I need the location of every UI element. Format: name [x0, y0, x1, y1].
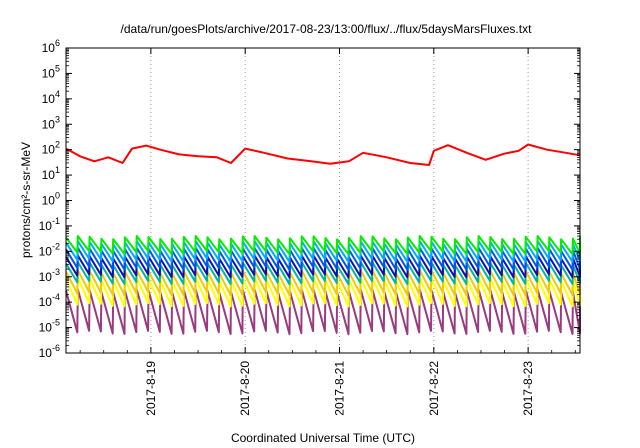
y-tick-label: 105: [42, 63, 60, 80]
y-tick-label: 104: [42, 89, 60, 106]
x-tick-label: 2017-8-21: [333, 361, 347, 416]
series-line: [65, 288, 581, 336]
series-layer: [65, 143, 581, 336]
series-line: [65, 143, 581, 166]
x-tick-label: 2017-8-20: [238, 361, 252, 416]
x-axis: 2017-8-19 2017-8-20 2017-8-21 2017-8-22 2017…: [79, 48, 576, 416]
x-tick-label: 2017-8-23: [521, 361, 535, 416]
chart-title: /data/run/goesPlots/archive/2017-08-23/1…: [121, 22, 533, 36]
y-tick-label: 10-1: [39, 216, 60, 233]
y-tick-label: 101: [42, 165, 60, 182]
y-tick-label: 10-6: [39, 343, 60, 360]
series-line: [65, 269, 581, 297]
y-tick-label: 103: [42, 114, 60, 131]
grid: [150, 48, 529, 353]
y-tick-label: 106: [42, 38, 60, 55]
series-line: [65, 235, 581, 256]
series-line: [65, 246, 581, 271]
series-line: [65, 276, 581, 308]
series-line: [65, 240, 581, 263]
series-line: [65, 261, 581, 286]
y-axis-label: protons/cm²-s-sr-MeV: [19, 142, 33, 258]
series-line: [65, 254, 581, 279]
x-tick-label: 2017-8-22: [427, 361, 441, 416]
y-tick-label: 10-5: [39, 318, 60, 335]
y-tick-label: 100: [42, 191, 60, 208]
y-tick-label: 10-2: [39, 241, 60, 258]
y-axis: 10-6 10-5 10-4 10-3 10-2 10-1 100 101 102 103 104 1…: [39, 38, 580, 360]
x-axis-label: Coordinated Universal Time (UTC): [231, 431, 415, 445]
x-tick-label: 2017-8-19: [144, 361, 158, 416]
y-tick-label: 10-4: [39, 292, 60, 309]
y-tick-label: 102: [42, 140, 60, 157]
plot-area: [65, 47, 581, 354]
y-tick-label: 10-3: [39, 267, 60, 284]
